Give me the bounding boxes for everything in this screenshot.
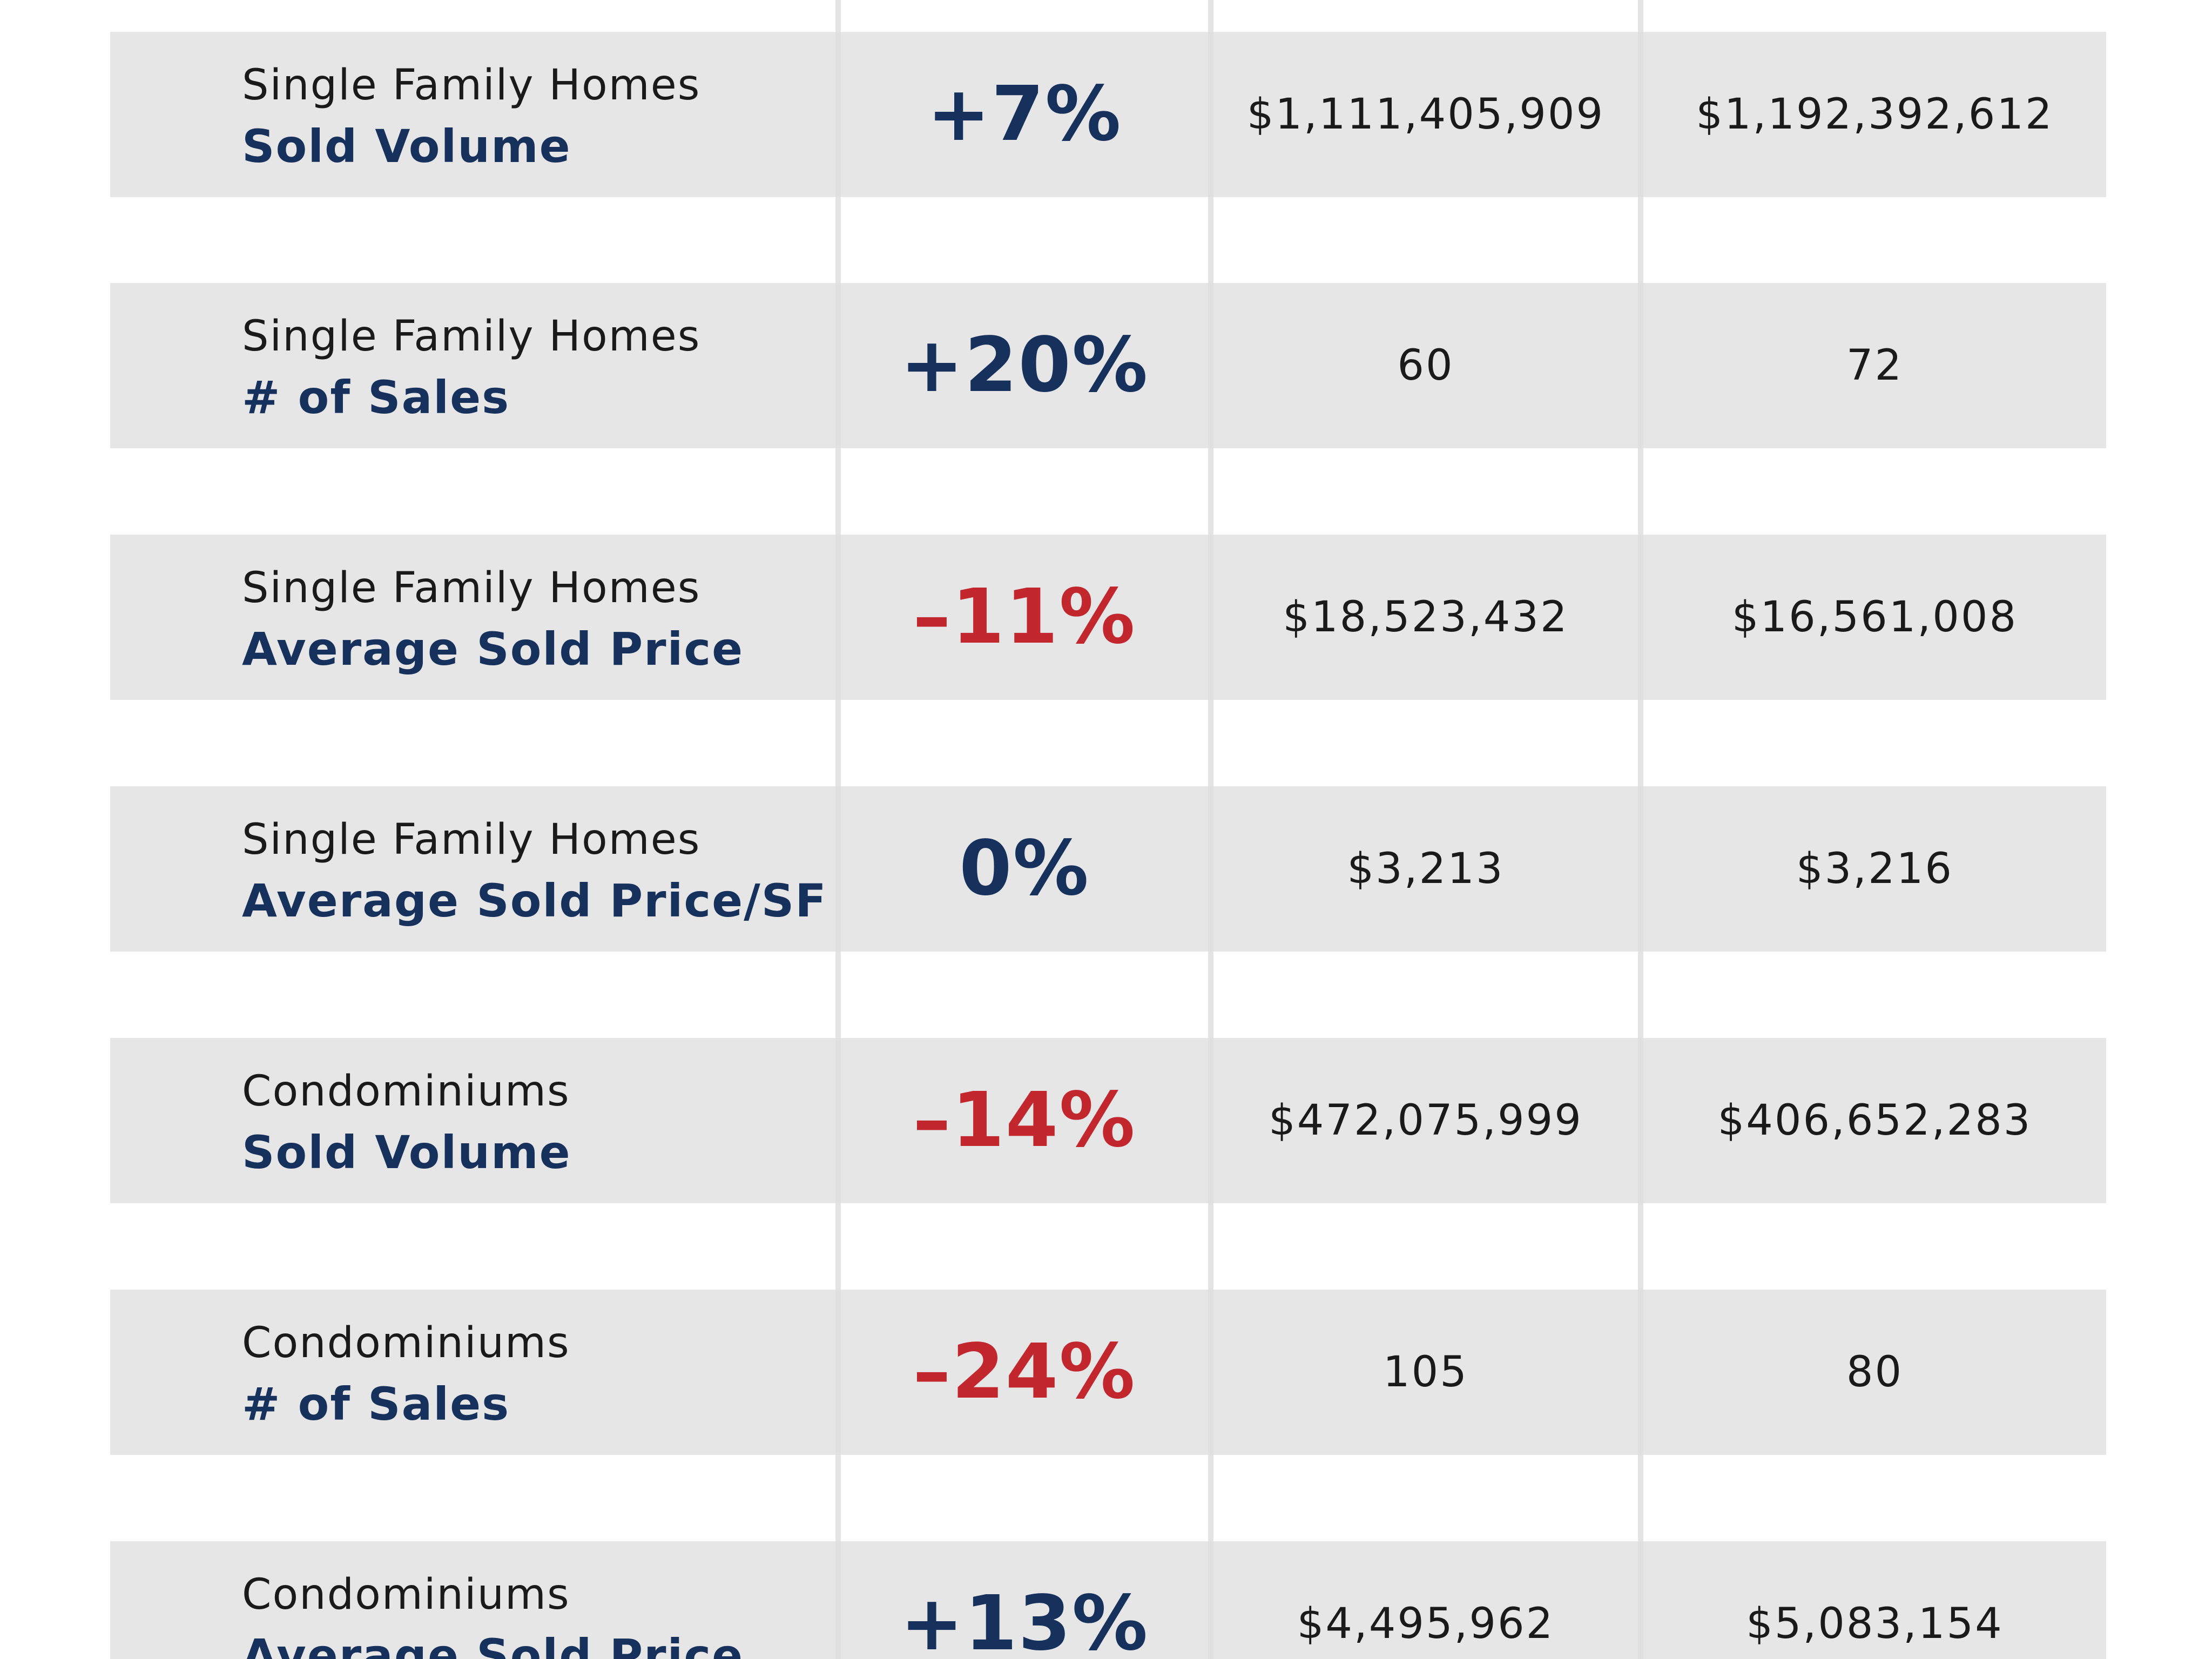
row-metric: Sold Volume — [242, 120, 571, 173]
table-row: Condominiums Sold Volume –14% $472,075,9… — [110, 1038, 2106, 1203]
column-divider — [835, 283, 841, 448]
column-divider — [1638, 32, 1643, 197]
percent-change: +13% — [900, 1580, 1149, 1659]
value-period-b: $5,083,154 — [1746, 1600, 2004, 1648]
value-period-a: $4,495,962 — [1297, 1600, 1555, 1648]
column-divider — [1208, 1541, 1213, 1659]
percent-change: +20% — [900, 321, 1149, 409]
row-category: Single Family Homes — [242, 564, 701, 612]
row-metric: # of Sales — [242, 1378, 510, 1431]
table-row: Single Family Homes Average Sold Price –… — [110, 535, 2106, 700]
percent-change: –14% — [913, 1076, 1136, 1164]
row-label: Single Family Homes Average Sold Price — [242, 558, 836, 680]
row-metric: Average Sold Price — [242, 1629, 744, 1659]
table-row: Single Family Homes # of Sales +20% 60 7… — [110, 283, 2106, 448]
column-divider — [835, 32, 841, 197]
table-row: Single Family Homes Sold Volume +7% $1,1… — [110, 32, 2106, 197]
column-divider — [835, 1290, 841, 1455]
percent-change: –24% — [913, 1328, 1136, 1416]
row-category: Condominiums — [242, 1570, 570, 1619]
percent-change: –11% — [913, 573, 1136, 661]
column-divider — [1208, 32, 1213, 197]
value-period-b: 80 — [1846, 1348, 1904, 1397]
row-category: Single Family Homes — [242, 312, 701, 361]
value-period-a: $18,523,432 — [1283, 593, 1569, 642]
table-row: Condominiums Average Sold Price +13% $4,… — [110, 1541, 2106, 1659]
column-divider — [835, 1038, 841, 1203]
column-divider — [1638, 786, 1643, 952]
value-period-a: 105 — [1383, 1348, 1468, 1397]
column-divider — [835, 786, 841, 952]
row-metric: # of Sales — [242, 371, 510, 424]
row-metric: Average Sold Price/SF — [242, 874, 827, 927]
row-category: Single Family Homes — [242, 61, 701, 110]
column-divider — [1208, 1038, 1213, 1203]
row-metric: Sold Volume — [242, 1126, 571, 1179]
row-category: Condominiums — [242, 1067, 570, 1116]
column-divider — [1638, 535, 1643, 700]
value-period-a: 60 — [1397, 341, 1454, 390]
percent-change: 0% — [959, 825, 1090, 913]
column-divider — [1638, 1038, 1643, 1203]
table-row: Single Family Homes Average Sold Price/S… — [110, 786, 2106, 952]
column-divider — [835, 1541, 841, 1659]
row-category: Condominiums — [242, 1319, 570, 1367]
row-label: Condominiums # of Sales — [242, 1313, 836, 1435]
value-period-b: $406,652,283 — [1717, 1096, 2032, 1145]
column-divider — [1208, 786, 1213, 952]
percent-change: +7% — [927, 70, 1122, 158]
row-category: Single Family Homes — [242, 815, 701, 864]
value-period-a: $472,075,999 — [1269, 1096, 1583, 1145]
value-period-b: 72 — [1846, 341, 1904, 390]
value-period-a: $1,111,405,909 — [1246, 90, 1605, 139]
table-row: Condominiums # of Sales –24% 105 80 — [110, 1290, 2106, 1455]
row-label: Single Family Homes Sold Volume — [242, 56, 836, 178]
column-divider — [835, 535, 841, 700]
value-period-b: $1,192,392,612 — [1696, 90, 2054, 139]
row-metric: Average Sold Price — [242, 623, 744, 676]
column-divider — [1638, 283, 1643, 448]
column-divider — [1638, 1290, 1643, 1455]
column-divider — [1208, 283, 1213, 448]
row-label: Single Family Homes Average Sold Price/S… — [242, 810, 836, 932]
row-label: Condominiums Average Sold Price — [242, 1565, 836, 1659]
value-period-a: $3,213 — [1347, 845, 1505, 893]
column-divider — [1638, 1541, 1643, 1659]
row-label: Condominiums Sold Volume — [242, 1062, 836, 1184]
column-divider — [1208, 535, 1213, 700]
row-label: Single Family Homes # of Sales — [242, 307, 836, 429]
column-divider — [1208, 1290, 1213, 1455]
value-period-b: $16,561,008 — [1731, 593, 2018, 642]
value-period-b: $3,216 — [1796, 845, 1953, 893]
